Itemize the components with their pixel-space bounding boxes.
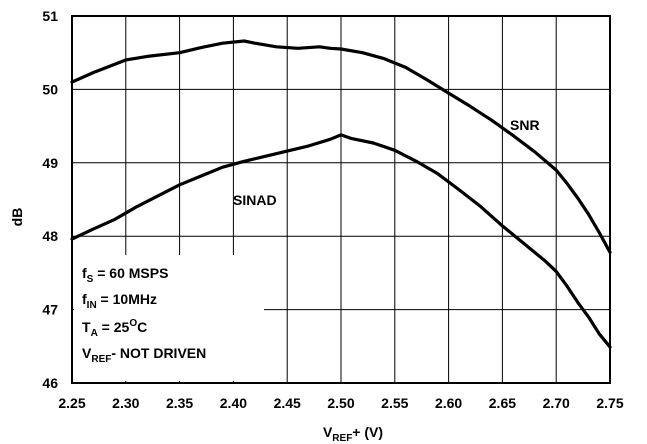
grid-lines	[72, 16, 610, 383]
condition-line: fS = 60 MSPS	[82, 265, 168, 285]
x-tick-label: 2.75	[596, 395, 623, 411]
y-tick-label: 48	[42, 228, 58, 244]
y-tick-label: 51	[42, 8, 58, 24]
y-tick-label: 50	[42, 81, 58, 97]
x-tick-label: 2.35	[166, 395, 193, 411]
y-tick-labels: 46 47 48 49 50 51	[42, 8, 58, 391]
x-tick-label: 2.55	[381, 395, 408, 411]
y-tick-label: 47	[42, 302, 58, 318]
y-tick-label: 46	[42, 375, 58, 391]
x-tick-label: 2.40	[220, 395, 247, 411]
x-axis-title: VREF+ (V)	[323, 424, 383, 444]
x-tick-labels: 2.25 2.30 2.35 2.40 2.45 2.50 2.55 2.60 2.65 2.70…	[58, 395, 623, 411]
x-tick-label: 2.65	[489, 395, 516, 411]
series-line-snr	[70, 39, 612, 254]
condition-line: fIN = 10MHz	[82, 291, 157, 311]
x-tick-label: 2.70	[543, 395, 570, 411]
condition-line: VREF- NOT DRIVEN	[82, 345, 206, 365]
series-layer	[70, 39, 612, 349]
sinad-series-label: SINAD	[233, 192, 277, 208]
x-axis-title-suffix: + (V)	[352, 424, 383, 440]
x-tick-label: 2.50	[327, 395, 354, 411]
series-line-sinad	[70, 133, 612, 349]
x-tick-label: 2.30	[112, 395, 139, 411]
y-tick-label: 49	[42, 155, 58, 171]
x-axis-title-prefix: V	[323, 424, 333, 440]
plot-frame	[71, 15, 611, 384]
test-conditions: fS = 60 MSPS fIN = 10MHz TA = 25OC VREF- NO…	[82, 265, 206, 365]
x-tick-label: 2.25	[58, 395, 85, 411]
condition-line: TA = 25OC	[82, 318, 147, 339]
x-axis-title-subscript: REF	[332, 433, 352, 444]
x-tick-label: 2.60	[435, 395, 462, 411]
x-tick-label: 2.45	[274, 395, 301, 411]
conditions-box-background	[74, 255, 264, 381]
snr-series-label: SNR	[510, 117, 540, 133]
y-axis-title: dB	[9, 208, 25, 227]
